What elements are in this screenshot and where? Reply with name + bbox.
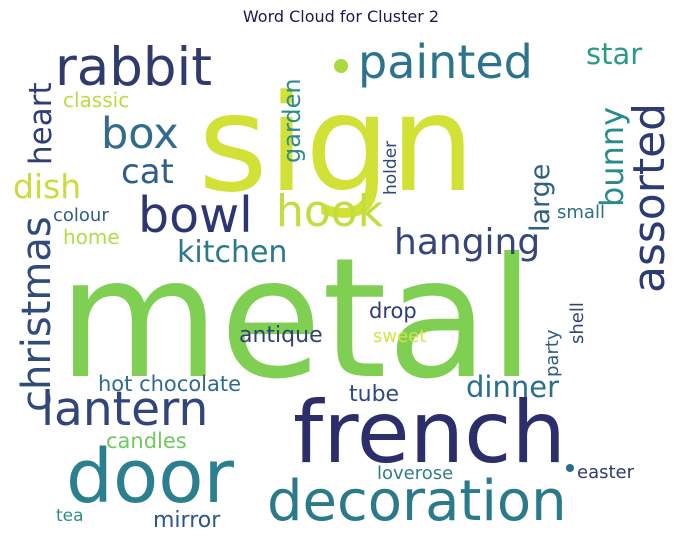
word-hot-chocolate: hot chocolate [98,372,241,396]
word-candles: candles [106,429,187,453]
word-cat: cat [121,152,174,192]
word-french: french [293,383,566,483]
word-garden: garden [278,78,306,163]
figure-title: Word Cloud for Cluster 2 [242,7,440,26]
word-bowl: bowl [138,187,253,244]
word-tea: tea [56,506,84,526]
word-assorted: assorted [624,103,675,293]
word-drop: drop [369,299,417,323]
word-dish: dish [13,167,81,206]
word-dot [334,59,348,73]
word-hanging: hanging [394,222,540,263]
word-painted: painted [358,35,533,89]
word-loverose: loverose [377,463,453,484]
word-classic: classic [63,88,129,112]
word-christmas: christmas [14,216,60,412]
word-party: party [542,329,563,377]
word-large: large [525,164,556,232]
word-door: door [66,434,235,520]
word-dot [566,464,574,472]
word-metal: metal [58,223,535,416]
word-lantern: lantern [41,382,208,437]
word-box: box [101,109,179,159]
word-tube: tube [349,382,399,407]
word-shell: shell [567,302,588,344]
word-antique: antique [239,323,323,348]
word-hook: hook [276,186,384,237]
word-bunny: bunny [593,107,631,207]
word-easter: easter [577,462,635,483]
word-star: star [586,37,642,71]
word-dinner: dinner [466,370,559,404]
word-home: home [63,225,120,249]
word-sweet: sweet [373,326,426,347]
word-decoration: decoration [267,469,567,534]
word-rabbit: rabbit [55,37,212,98]
word-kitchen: kitchen [177,235,287,270]
word-sign: sign [198,66,475,222]
word-colour: colour [53,205,109,226]
word-heart: heart [23,82,59,165]
word-mirror: mirror [153,508,221,533]
word-holder: holder [381,141,401,195]
word-small: small [557,202,605,223]
